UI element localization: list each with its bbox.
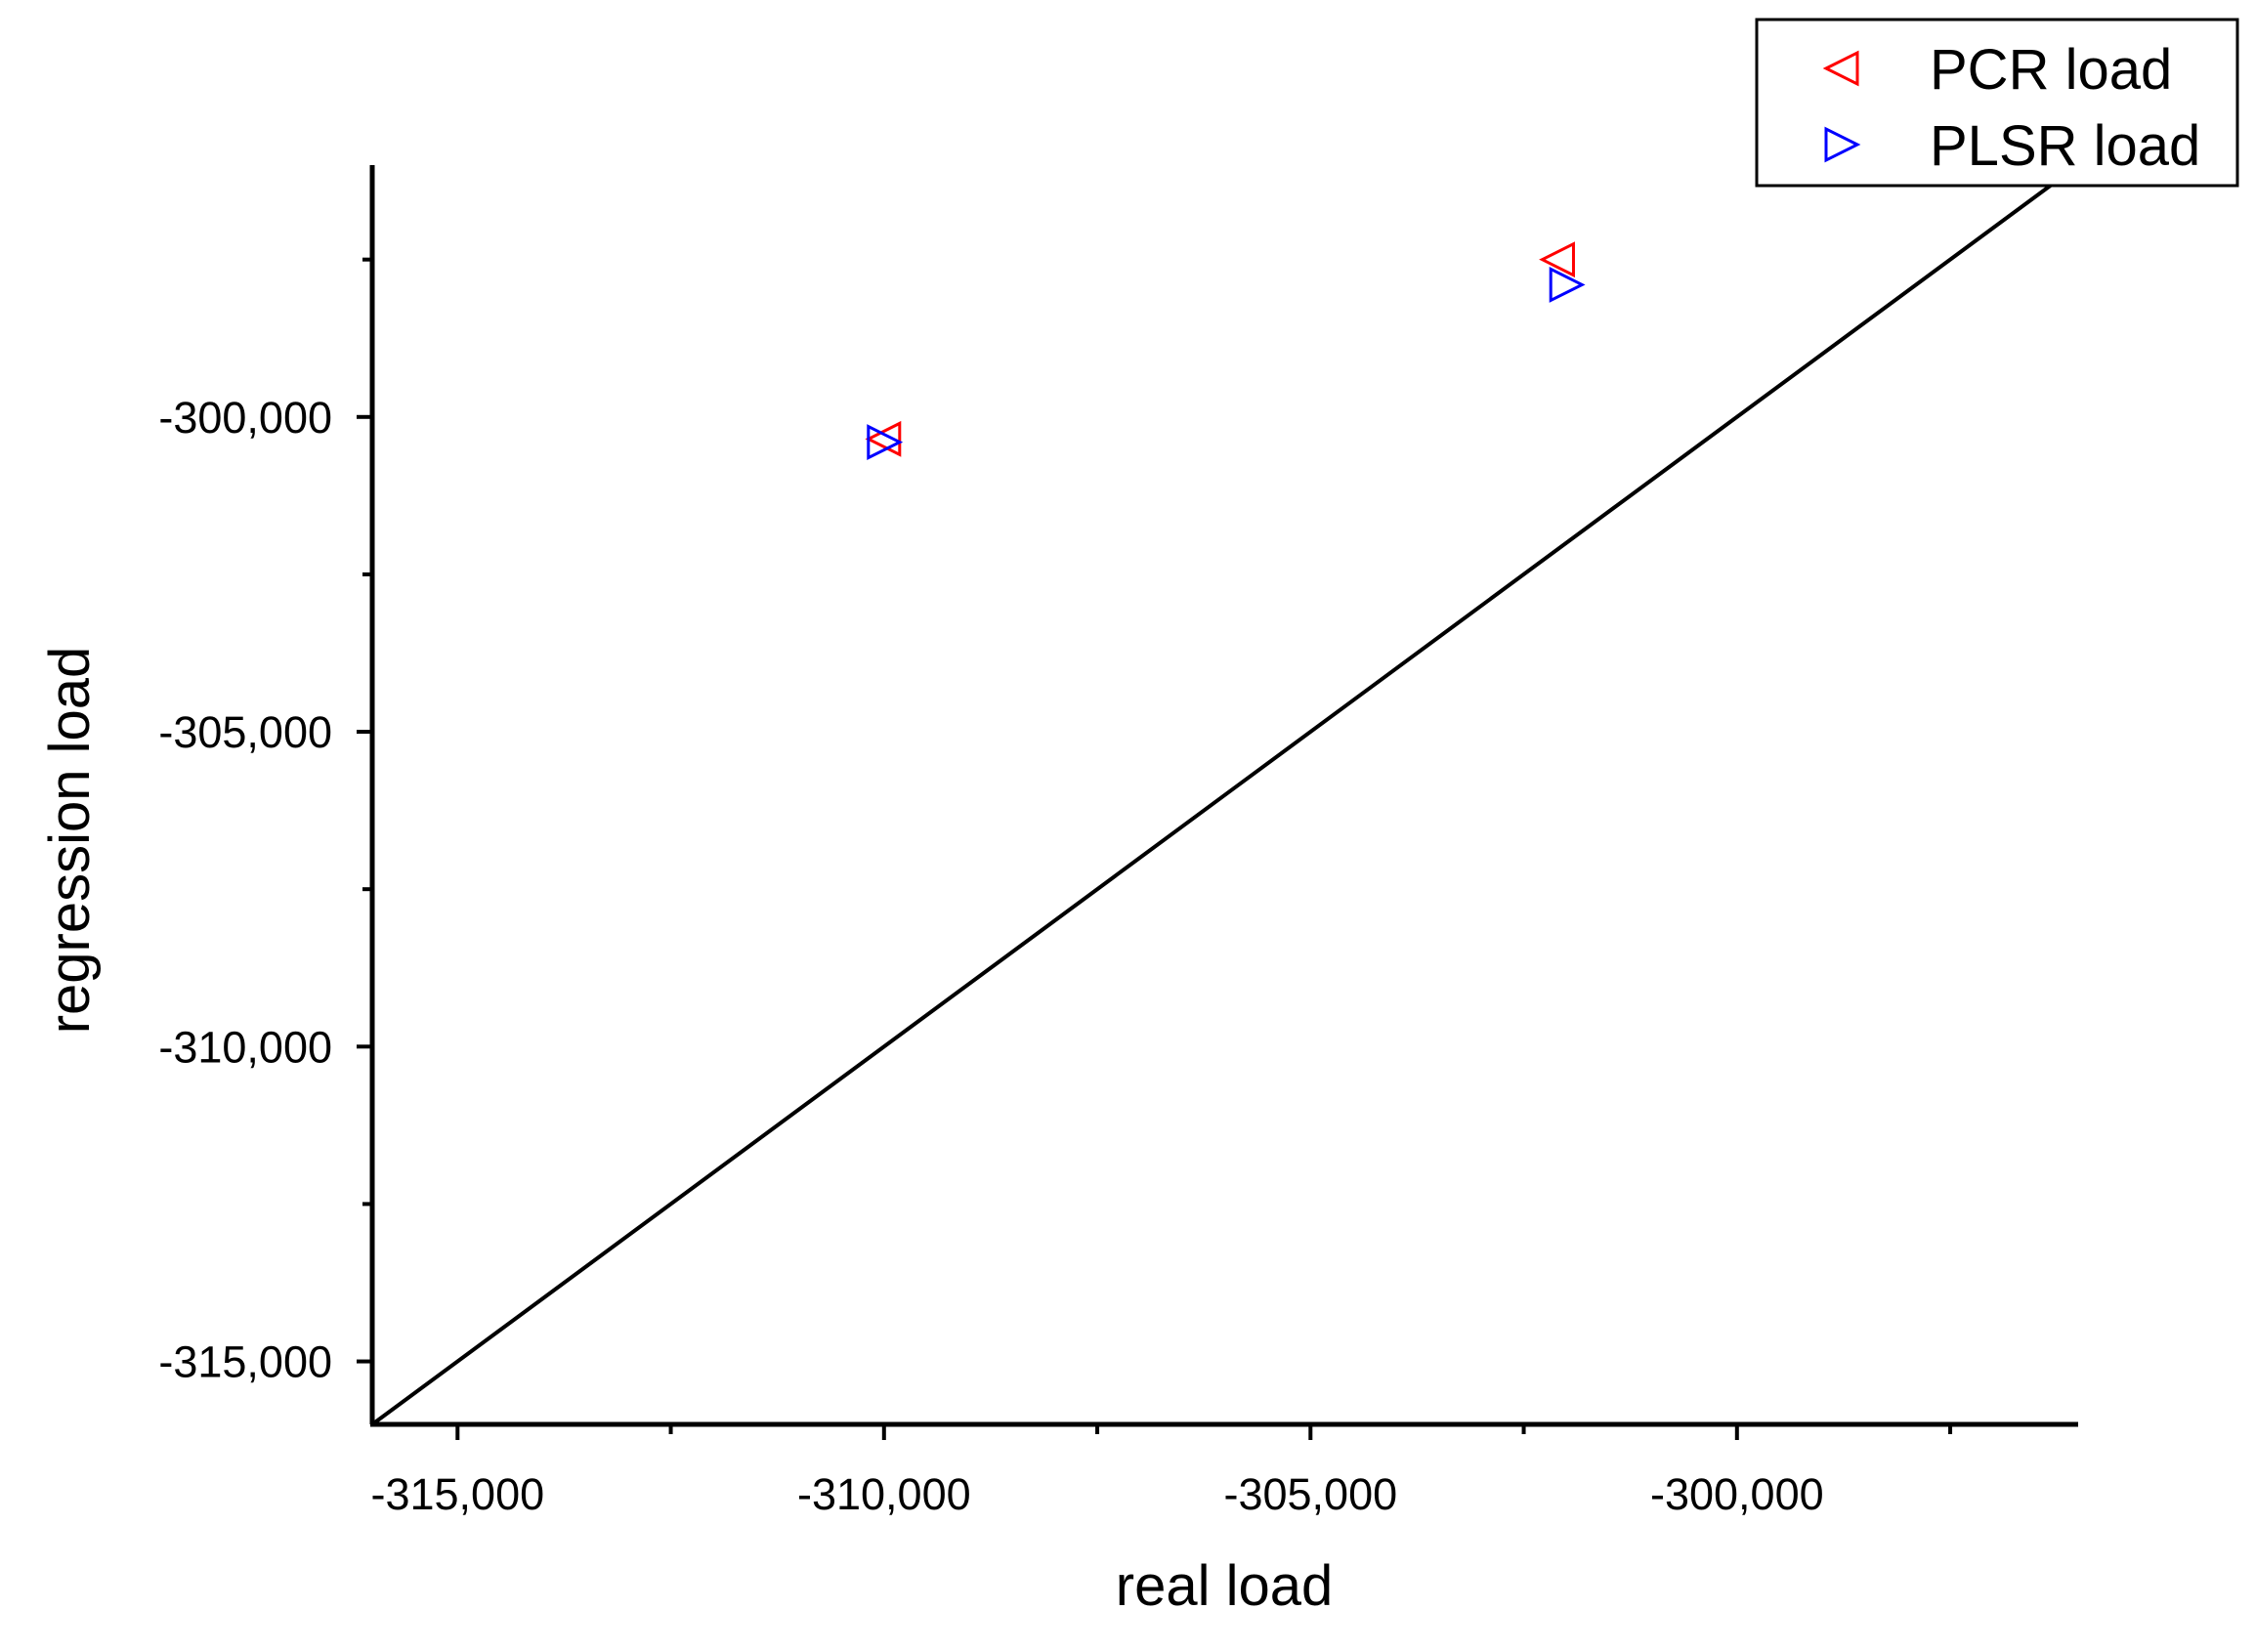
axis-ticks: -315,000 -310,000 -305,000 -300,000 -300,000… xyxy=(158,257,1953,1519)
y-tick-label: -300,000 xyxy=(158,393,332,443)
reference-line xyxy=(370,163,2080,1426)
x-tick-label: -305,000 xyxy=(1223,1469,1397,1519)
x-tick-label: -310,000 xyxy=(797,1469,971,1519)
y-tick-label: -305,000 xyxy=(158,707,332,757)
legend-box xyxy=(1755,18,2239,188)
legend-marker-plsr-load xyxy=(1824,126,1861,163)
plsr-load-point xyxy=(1549,267,1586,303)
axes xyxy=(369,165,2078,1427)
reference-line-layer xyxy=(370,163,2080,1426)
x-tick-label: -315,000 xyxy=(370,1469,544,1519)
y-tick-label: -310,000 xyxy=(158,1022,332,1072)
plsr-load-point xyxy=(867,424,904,461)
data-points xyxy=(865,241,1586,461)
legend-items: PCR load PLSR load xyxy=(1822,38,2200,178)
pcr-load-point xyxy=(865,420,902,457)
x-tick-label: -300,000 xyxy=(1650,1469,1824,1519)
x-axis-title: real load xyxy=(1116,1554,1333,1618)
legend-label-pcr-load: PCR load xyxy=(1930,38,2172,102)
y-tick-label: -315,000 xyxy=(158,1337,332,1387)
legend: PCR load PLSR load xyxy=(1755,18,2239,188)
y-axis-title: regression load xyxy=(38,647,102,1035)
legend-marker-pcr-load xyxy=(1822,50,1859,87)
legend-label-plsr-load: PLSR load xyxy=(1930,114,2200,178)
pcr-load-point xyxy=(1539,241,1575,278)
